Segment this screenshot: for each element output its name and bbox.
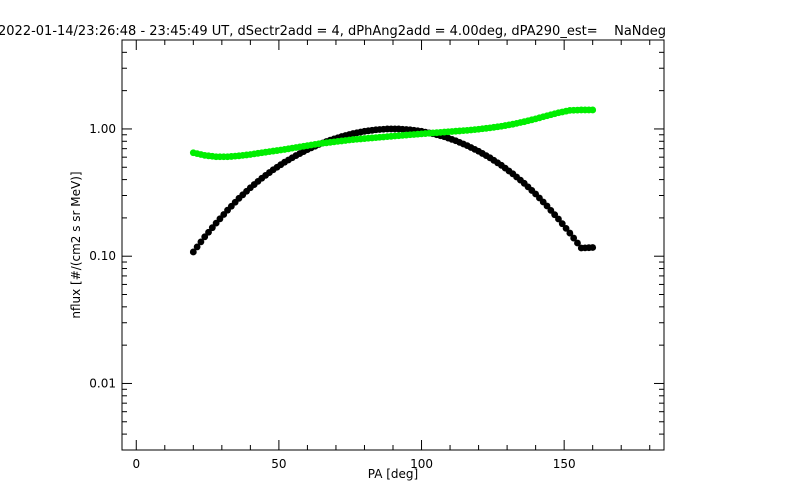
series-0 bbox=[189, 125, 597, 256]
y-tick-label: 1.00 bbox=[89, 122, 116, 136]
data-point-fill bbox=[208, 224, 216, 232]
data-point bbox=[589, 244, 597, 251]
chart-title: 2022-01-14/23:26:48 - 23:45:49 UT, dSect… bbox=[0, 24, 666, 39]
series-1 bbox=[189, 106, 597, 161]
data-point bbox=[589, 106, 597, 114]
axis-ticks: 0 50 100 150 0.01 0.10 1.00 bbox=[89, 39, 664, 471]
data-point bbox=[189, 248, 197, 256]
data-point bbox=[566, 229, 574, 237]
data-point-fill bbox=[574, 239, 581, 247]
x-tick-label: 150 bbox=[553, 457, 576, 471]
x-tick-label: 0 bbox=[132, 457, 140, 471]
data-series bbox=[189, 106, 597, 256]
y-tick-label: 0.10 bbox=[89, 249, 116, 263]
data-point-fill bbox=[558, 220, 566, 228]
data-point bbox=[555, 215, 562, 223]
data-point-fill bbox=[197, 238, 205, 246]
data-point bbox=[201, 233, 209, 241]
x-tick-label: 50 bbox=[271, 457, 286, 471]
x-axis-label: PA [deg] bbox=[368, 467, 418, 481]
data-point-fill bbox=[562, 224, 570, 232]
y-tick-label: 0.01 bbox=[89, 376, 116, 390]
data-point-fill bbox=[570, 234, 578, 242]
y-axis-label: nflux [#/(cm2 s sr MeV)] bbox=[69, 171, 83, 318]
x-tick-label: 100 bbox=[410, 457, 433, 471]
data-point-fill bbox=[205, 228, 212, 236]
data-point-fill bbox=[193, 243, 201, 251]
